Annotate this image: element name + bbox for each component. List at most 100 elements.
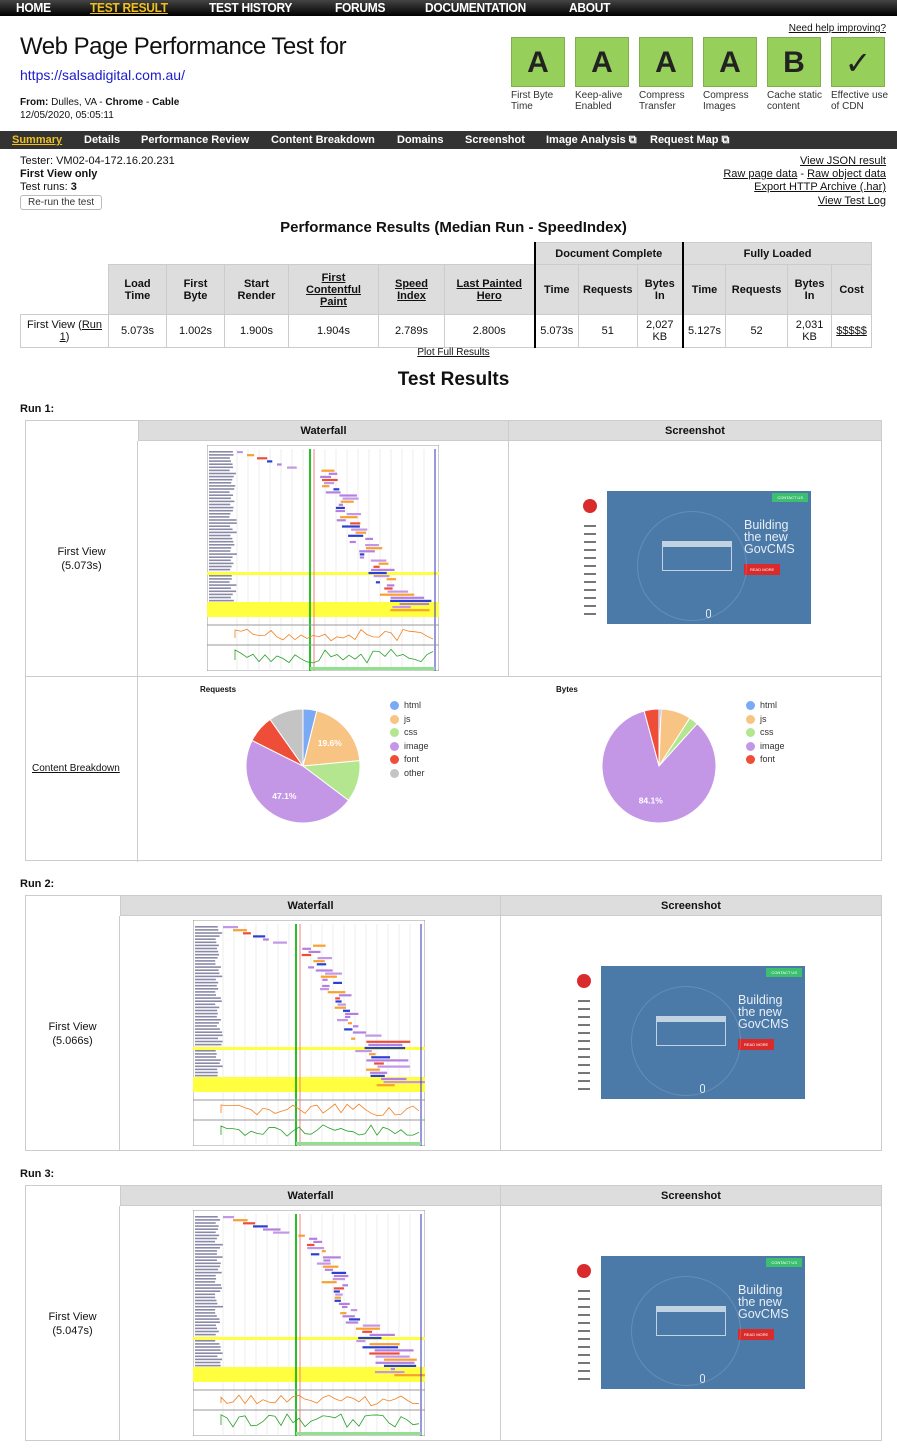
legend-item: html [746, 700, 785, 714]
screenshot-thumbnail[interactable]: CONTACT US Building the new GovCMS READ … [573, 1254, 813, 1394]
run-3-table: Waterfall Screenshot First View (5.047s)… [25, 1185, 882, 1441]
metric-value[interactable]: $$$$$ [831, 314, 873, 348]
grade-2[interactable]: A [639, 37, 693, 87]
run-1-link[interactable]: Run 1 [59, 319, 102, 343]
read-more-button: READ MORE [744, 564, 781, 575]
metric-value: 1.002s [166, 314, 225, 348]
export-har-link[interactable]: Export HTTP Archive (.har) [754, 181, 886, 193]
hero-circle [631, 986, 741, 1096]
metric-value: 2.789s [378, 314, 445, 348]
read-more-button: READ MORE [738, 1329, 775, 1340]
view-test-log-link[interactable]: View Test Log [817, 195, 886, 207]
raw-object-data-link[interactable]: Raw object data [807, 168, 886, 180]
tab-summary[interactable]: Summary [12, 134, 63, 146]
nav-forums[interactable]: FORUMS [335, 0, 386, 15]
site-hero: CONTACT US Building the new GovCMS READ … [607, 491, 811, 624]
content-breakdown-cell: Content Breakdown [26, 677, 138, 862]
pie-slice-font[interactable] [643, 708, 660, 767]
tab-performance-review[interactable]: Performance Review [141, 134, 250, 146]
pie-slice-image[interactable] [245, 739, 350, 824]
waterfall-cell [120, 916, 501, 1151]
nav-about[interactable]: ABOUT [569, 0, 611, 15]
legend-item: js [390, 714, 429, 728]
site-sidebar-icons [578, 1284, 590, 1384]
grade-1[interactable]: A [575, 37, 629, 87]
screenshot-header: Screenshot [509, 421, 881, 441]
legend-swatch [746, 728, 755, 737]
nav-test-history[interactable]: TEST HISTORY [209, 0, 293, 15]
col-header: Start Render [224, 264, 289, 315]
metric-value: 52 [725, 314, 789, 348]
plot-full-results-link[interactable]: Plot Full Results [417, 347, 490, 358]
hero-circle [637, 511, 747, 621]
screenshot-thumbnail[interactable]: CONTACT US Building the new GovCMS READ … [579, 489, 819, 629]
from-label: From: [20, 97, 49, 108]
grade-0[interactable]: A [511, 37, 565, 87]
legend-swatch [390, 755, 399, 764]
legend-item: font [390, 754, 429, 768]
col-header[interactable]: Speed Index [378, 264, 445, 315]
legend-swatch [746, 755, 755, 764]
waterfall-thumbnail[interactable] [193, 1210, 425, 1436]
nav-documentation[interactable]: DOCUMENTATION [425, 0, 526, 15]
grade-5[interactable]: ✓ [831, 37, 885, 87]
contact-us-button: CONTACT US [772, 493, 808, 502]
nav-home[interactable]: HOME [16, 0, 51, 15]
pie-legend: html js css image font [746, 700, 785, 768]
site-logo [577, 1264, 591, 1278]
grade-label: First Byte Time [511, 90, 554, 112]
legend-swatch [746, 714, 755, 724]
sub-nav: Summary Details Performance Review Conte… [0, 131, 897, 149]
grade-4[interactable]: B [767, 37, 821, 87]
view-mode: First View only [20, 168, 98, 180]
test-location: From: Dulles, VA - Chrome - Cable [20, 97, 180, 108]
tab-domains[interactable]: Domains [397, 134, 444, 146]
col-header[interactable]: First Contentful Paint [288, 264, 379, 315]
help-improving-link[interactable]: Need help improving? [788, 23, 886, 34]
raw-page-data-link[interactable]: Raw page data [723, 168, 798, 180]
tested-url-link[interactable]: https://salsadigital.com.au/ [20, 67, 185, 83]
pie-slice-image[interactable] [601, 710, 717, 824]
tab-image-analysis[interactable]: Image Analysis ⧉ [546, 134, 637, 146]
legend-item: css [746, 727, 785, 741]
col-header: Requests [725, 264, 789, 315]
grade-3[interactable]: A [703, 37, 757, 87]
screenshot-thumbnail[interactable]: CONTACT US Building the new GovCMS READ … [573, 964, 813, 1104]
tab-details[interactable]: Details [84, 134, 121, 146]
runs-count: 3 [70, 181, 77, 193]
rerun-test-button[interactable]: Re-run the test [20, 195, 103, 210]
hero-circle [631, 1276, 741, 1386]
screenshot-cell: CONTACT US Building the new GovCMS READ … [509, 441, 881, 676]
tab-screenshot[interactable]: Screenshot [465, 134, 525, 146]
location: Dulles, VA [51, 97, 97, 108]
top-nav: HOME TEST RESULT TEST HISTORY FORUMS DOC… [0, 0, 897, 16]
tab-content-breakdown[interactable]: Content Breakdown [271, 134, 375, 146]
metric-value: 1.900s [224, 314, 289, 348]
scroll-icon [700, 1374, 705, 1383]
first-view-time: (5.073s) [61, 560, 102, 572]
col-header: Load Time [108, 264, 167, 315]
page-title: Web Page Performance Test for [20, 33, 347, 60]
col-header: Bytes In [636, 264, 685, 315]
legend-swatch [390, 714, 399, 724]
waterfall-thumbnail[interactable] [193, 920, 425, 1146]
metric-value: 5.073s [108, 314, 167, 348]
waterfall-thumbnail[interactable] [207, 445, 439, 671]
view-json-link[interactable]: View JSON result [800, 155, 886, 167]
content-breakdown-link[interactable]: Content Breakdown [32, 763, 120, 774]
col-header[interactable]: Last Painted Hero [444, 264, 536, 315]
col-header: Cost [831, 264, 873, 315]
site-hero: CONTACT US Building the new GovCMS READ … [601, 1256, 805, 1389]
first-view-label: First View [57, 546, 106, 558]
nav-test-result[interactable]: TEST RESULT [90, 0, 168, 15]
pie-slice-js[interactable] [302, 710, 361, 767]
first-view-cell: First View (5.047s) [26, 1206, 120, 1441]
connection: Cable [152, 97, 180, 108]
pie-slice-other[interactable] [269, 708, 304, 768]
grade-label: Cache static content [767, 90, 823, 112]
first-view-time: (5.047s) [52, 1325, 93, 1337]
waterfall-cell [138, 441, 509, 676]
tab-request-map[interactable]: Request Map ⧉ [650, 134, 730, 146]
grade-label: Compress Transfer [639, 90, 685, 112]
legend-item: css [390, 727, 429, 741]
